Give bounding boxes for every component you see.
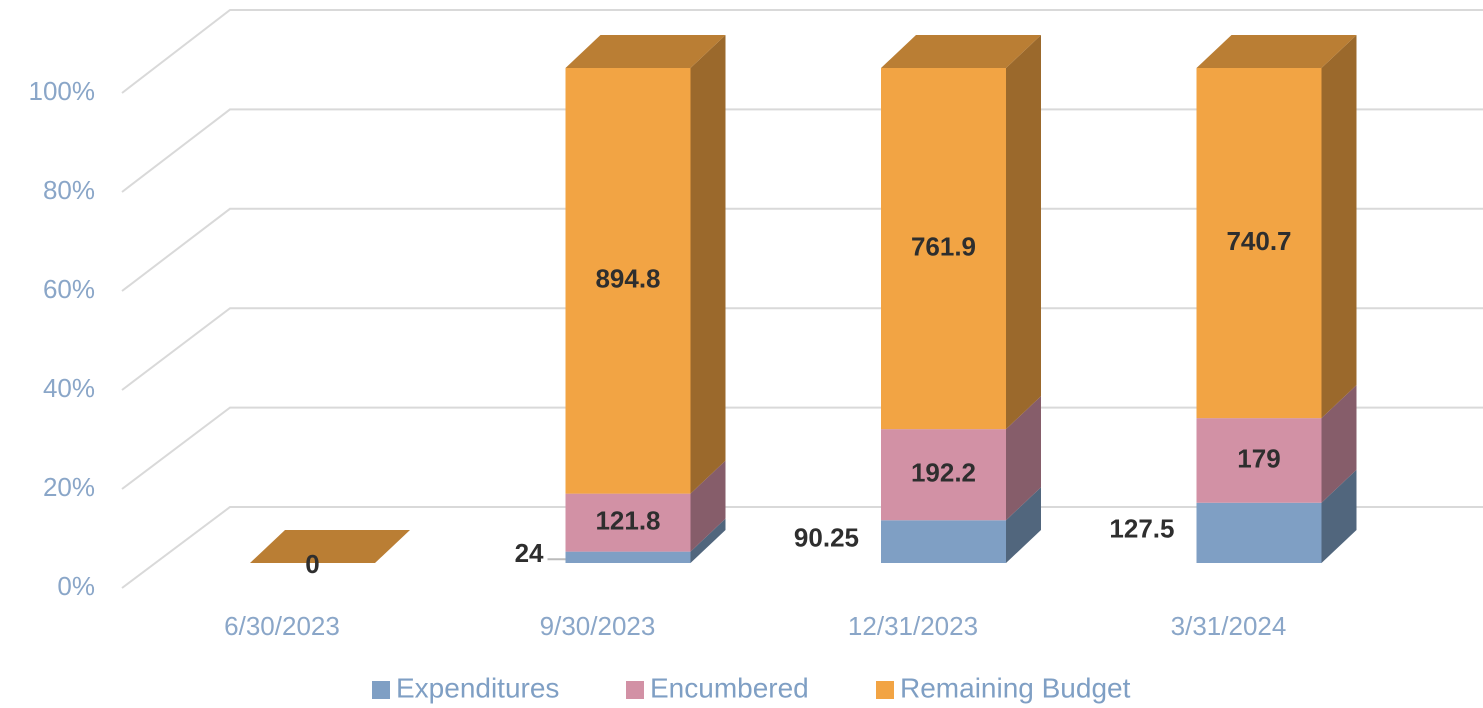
data-label: 761.9 <box>911 231 976 261</box>
legend-label: Expenditures <box>396 672 559 703</box>
grid-line <box>121 9 1483 94</box>
legend-label: Encumbered <box>650 672 809 703</box>
bar-front <box>1196 68 1322 419</box>
bar-segment <box>565 460 726 552</box>
y-tick-label: 0% <box>57 571 95 601</box>
bar-front <box>565 551 691 563</box>
x-tick-label: 3/31/2024 <box>1171 611 1287 641</box>
x-tick-label: 12/31/2023 <box>848 611 978 641</box>
bar-front <box>565 68 691 494</box>
y-tick-label: 60% <box>43 274 95 304</box>
bar-side <box>690 460 726 552</box>
legend-swatch <box>372 681 390 699</box>
grid-line <box>121 207 1483 292</box>
bar-front <box>881 520 1006 563</box>
y-tick-label: 80% <box>43 175 95 205</box>
legend-label: Remaining Budget <box>900 672 1131 703</box>
bar-side <box>1321 469 1357 563</box>
data-label: 24 <box>515 538 544 568</box>
bar-side <box>1321 385 1357 503</box>
y-tick-label: 20% <box>43 472 95 502</box>
x-tick-label: 6/30/2023 <box>224 611 340 641</box>
bar-top <box>250 530 410 563</box>
grid-line <box>121 406 1483 490</box>
bar-front <box>565 493 691 552</box>
bar-segment <box>881 396 1041 521</box>
bar-front <box>1196 502 1322 563</box>
data-label: 740.7 <box>1226 226 1291 256</box>
bar-front <box>1196 418 1322 503</box>
data-label: 90.25 <box>794 522 859 552</box>
legend-swatch <box>626 681 644 699</box>
bar-front <box>881 429 1006 521</box>
bar-segment <box>1196 385 1357 503</box>
grid-line <box>121 108 1483 193</box>
data-label: 127.5 <box>1109 514 1174 544</box>
legend-swatch <box>876 681 894 699</box>
bar-side <box>690 518 726 563</box>
bar-segment <box>1196 35 1357 419</box>
grid-line <box>121 506 1483 589</box>
bar-top <box>881 35 1041 68</box>
bar-side <box>1006 35 1041 430</box>
data-label: 894.8 <box>595 264 660 294</box>
data-label: 0 <box>305 549 319 579</box>
data-label: 121.8 <box>595 505 660 535</box>
bar-side <box>1006 396 1041 521</box>
bar-segment <box>881 35 1041 430</box>
bar-segment <box>1196 469 1357 563</box>
bar-side <box>1006 487 1041 563</box>
bar-top <box>1196 35 1357 68</box>
bar-side <box>1321 35 1357 419</box>
y-tick-label: 40% <box>43 373 95 403</box>
bar-front <box>881 68 1006 430</box>
x-tick-label: 9/30/2023 <box>540 611 656 641</box>
bar-segment <box>565 518 726 563</box>
data-label: 192.2 <box>911 458 976 488</box>
bar-side <box>690 35 726 494</box>
y-tick-label: 100% <box>29 76 96 106</box>
bar-segment <box>565 35 726 494</box>
bar-segment <box>881 487 1041 563</box>
bar-top <box>565 35 726 68</box>
grid-line <box>121 307 1483 391</box>
data-label: 179 <box>1237 443 1280 473</box>
